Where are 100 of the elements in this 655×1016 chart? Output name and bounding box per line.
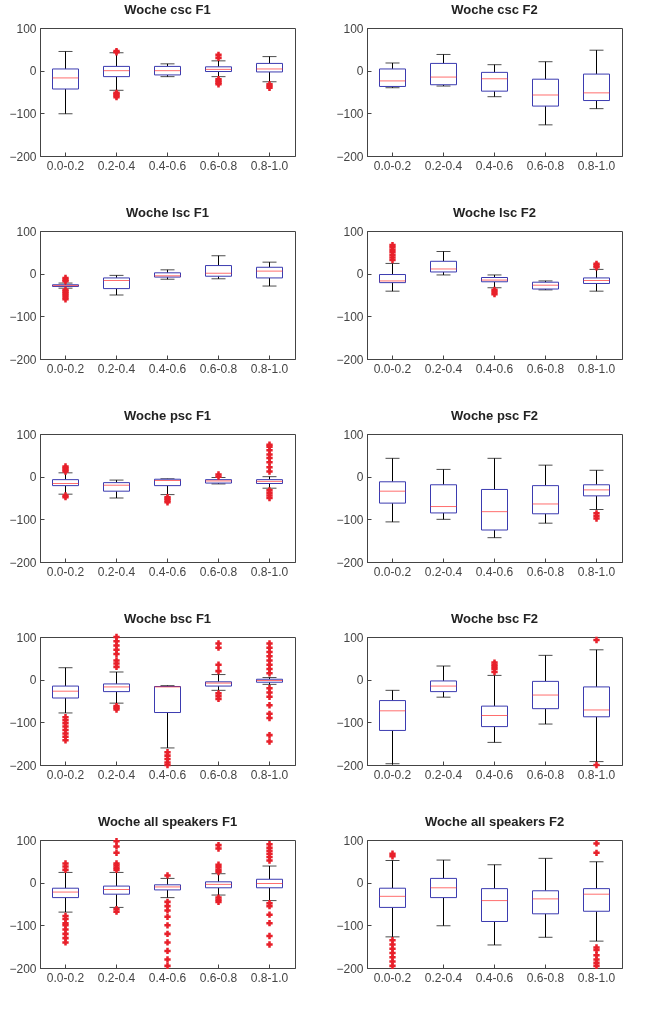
x-tick-label: 0.8-1.0 <box>577 361 616 376</box>
y-tick-label: −200 <box>9 758 37 773</box>
x-tick-label: 0.2-0.4 <box>424 767 463 782</box>
y-tick-label: 0 <box>356 876 364 891</box>
y-tick-label: −100 <box>9 309 37 324</box>
x-tick-label: 0.8-1.0 <box>577 970 616 985</box>
y-tick-label: −200 <box>336 555 364 570</box>
y-tick-label: 0 <box>356 673 364 688</box>
y-tick-label: −100 <box>9 715 37 730</box>
y-tick-label: −100 <box>336 918 364 933</box>
chart-title: Woche csc F2 <box>451 2 538 17</box>
y-tick-label: 0 <box>29 267 37 282</box>
y-tick-label: 100 <box>343 21 364 36</box>
x-tick-label: 0.0-0.2 <box>373 970 412 985</box>
x-tick-label: 0.0-0.2 <box>46 361 85 376</box>
x-tick-label: 0.0-0.2 <box>373 564 412 579</box>
x-tick-label: 0.0-0.2 <box>46 564 85 579</box>
x-tick-label: 0.0-0.2 <box>46 767 85 782</box>
x-tick-label: 0.2-0.4 <box>97 564 136 579</box>
y-tick-label: 100 <box>16 427 37 442</box>
y-tick-label: 0 <box>356 64 364 79</box>
x-tick-label: 0.8-1.0 <box>577 767 616 782</box>
chart-title: Woche psc F1 <box>123 408 212 423</box>
chart-title: Woche lsc F1 <box>126 205 209 220</box>
x-tick-label: 0.4-0.6 <box>475 564 514 579</box>
x-tick-label: 0.6-0.8 <box>526 564 565 579</box>
y-tick-label: −200 <box>336 352 364 367</box>
x-tick-label: 0.8-1.0 <box>250 767 289 782</box>
x-tick-label: 0.4-0.6 <box>475 767 514 782</box>
y-tick-label: −200 <box>336 149 364 164</box>
y-tick-label: −200 <box>336 758 364 773</box>
chart-title: Woche bsc F1 <box>123 611 212 626</box>
x-tick-label: 0.4-0.6 <box>475 158 514 173</box>
chart-title: Woche lsc F2 <box>453 205 536 220</box>
x-tick-label: 0.4-0.6 <box>148 564 187 579</box>
x-tick-label: 0.6-0.8 <box>526 158 565 173</box>
y-tick-label: −100 <box>336 309 364 324</box>
y-tick-label: 100 <box>16 630 37 645</box>
y-tick-label: −100 <box>9 918 37 933</box>
y-tick-label: 100 <box>343 630 364 645</box>
x-tick-label: 0.4-0.6 <box>475 361 514 376</box>
x-tick-label: 0.6-0.8 <box>526 767 565 782</box>
x-tick-label: 0.2-0.4 <box>97 970 136 985</box>
x-tick-label: 0.4-0.6 <box>148 361 187 376</box>
x-tick-label: 0.4-0.6 <box>148 158 187 173</box>
y-tick-label: 100 <box>16 833 37 848</box>
x-tick-label: 0.4-0.6 <box>475 970 514 985</box>
y-tick-label: 100 <box>343 833 364 848</box>
y-tick-label: 0 <box>356 267 364 282</box>
y-tick-label: −200 <box>336 961 364 976</box>
x-tick-label: 0.8-1.0 <box>250 158 289 173</box>
x-tick-label: 0.6-0.8 <box>526 361 565 376</box>
x-tick-label: 0.4-0.6 <box>148 767 187 782</box>
x-tick-label: 0.2-0.4 <box>97 767 136 782</box>
y-tick-label: −100 <box>9 512 37 527</box>
chart-title: Woche all speakers F1 <box>97 814 238 829</box>
y-tick-label: −100 <box>9 106 37 121</box>
x-tick-label: 0.2-0.4 <box>424 361 463 376</box>
y-tick-label: −200 <box>9 555 37 570</box>
x-tick-label: 0.0-0.2 <box>46 158 85 173</box>
x-tick-label: 0.6-0.8 <box>199 767 238 782</box>
x-tick-label: 0.2-0.4 <box>424 564 463 579</box>
y-tick-label: −200 <box>9 961 37 976</box>
x-tick-label: 0.2-0.4 <box>424 158 463 173</box>
x-tick-label: 0.6-0.8 <box>199 158 238 173</box>
x-tick-label: 0.8-1.0 <box>250 564 289 579</box>
chart-title: Woche csc F1 <box>124 2 211 17</box>
x-tick-label: 0.0-0.2 <box>373 361 412 376</box>
x-tick-label: 0.8-1.0 <box>577 158 616 173</box>
y-tick-label: 0 <box>356 470 364 485</box>
y-tick-label: −200 <box>9 352 37 367</box>
chart-title: Woche psc F2 <box>450 408 539 423</box>
x-tick-label: 0.8-1.0 <box>250 970 289 985</box>
x-tick-label: 0.6-0.8 <box>526 970 565 985</box>
x-tick-label: 0.6-0.8 <box>199 564 238 579</box>
x-tick-label: 0.0-0.2 <box>373 158 412 173</box>
x-tick-label: 0.0-0.2 <box>46 970 85 985</box>
x-tick-label: 0.6-0.8 <box>199 970 238 985</box>
y-tick-label: −100 <box>336 106 364 121</box>
y-tick-label: 100 <box>343 427 364 442</box>
y-tick-label: −100 <box>336 512 364 527</box>
x-tick-label: 0.2-0.4 <box>97 158 136 173</box>
y-tick-label: 0 <box>29 470 37 485</box>
y-tick-label: 100 <box>16 21 37 36</box>
x-tick-label: 0.6-0.8 <box>199 361 238 376</box>
y-tick-label: 100 <box>16 224 37 239</box>
y-tick-label: 0 <box>29 64 37 79</box>
x-tick-label: 0.8-1.0 <box>250 361 289 376</box>
y-tick-label: −200 <box>9 149 37 164</box>
x-tick-label: 0.0-0.2 <box>373 767 412 782</box>
x-tick-label: 0.2-0.4 <box>97 361 136 376</box>
y-tick-label: 0 <box>29 673 37 688</box>
x-tick-label: 0.8-1.0 <box>577 564 616 579</box>
x-tick-label: 0.2-0.4 <box>424 970 463 985</box>
y-tick-label: −100 <box>336 715 364 730</box>
chart-title: Woche all speakers F2 <box>424 814 565 829</box>
x-tick-label: 0.4-0.6 <box>148 970 187 985</box>
y-tick-label: 100 <box>343 224 364 239</box>
chart-title: Woche bsc F2 <box>450 611 539 626</box>
y-tick-label: 0 <box>29 876 37 891</box>
